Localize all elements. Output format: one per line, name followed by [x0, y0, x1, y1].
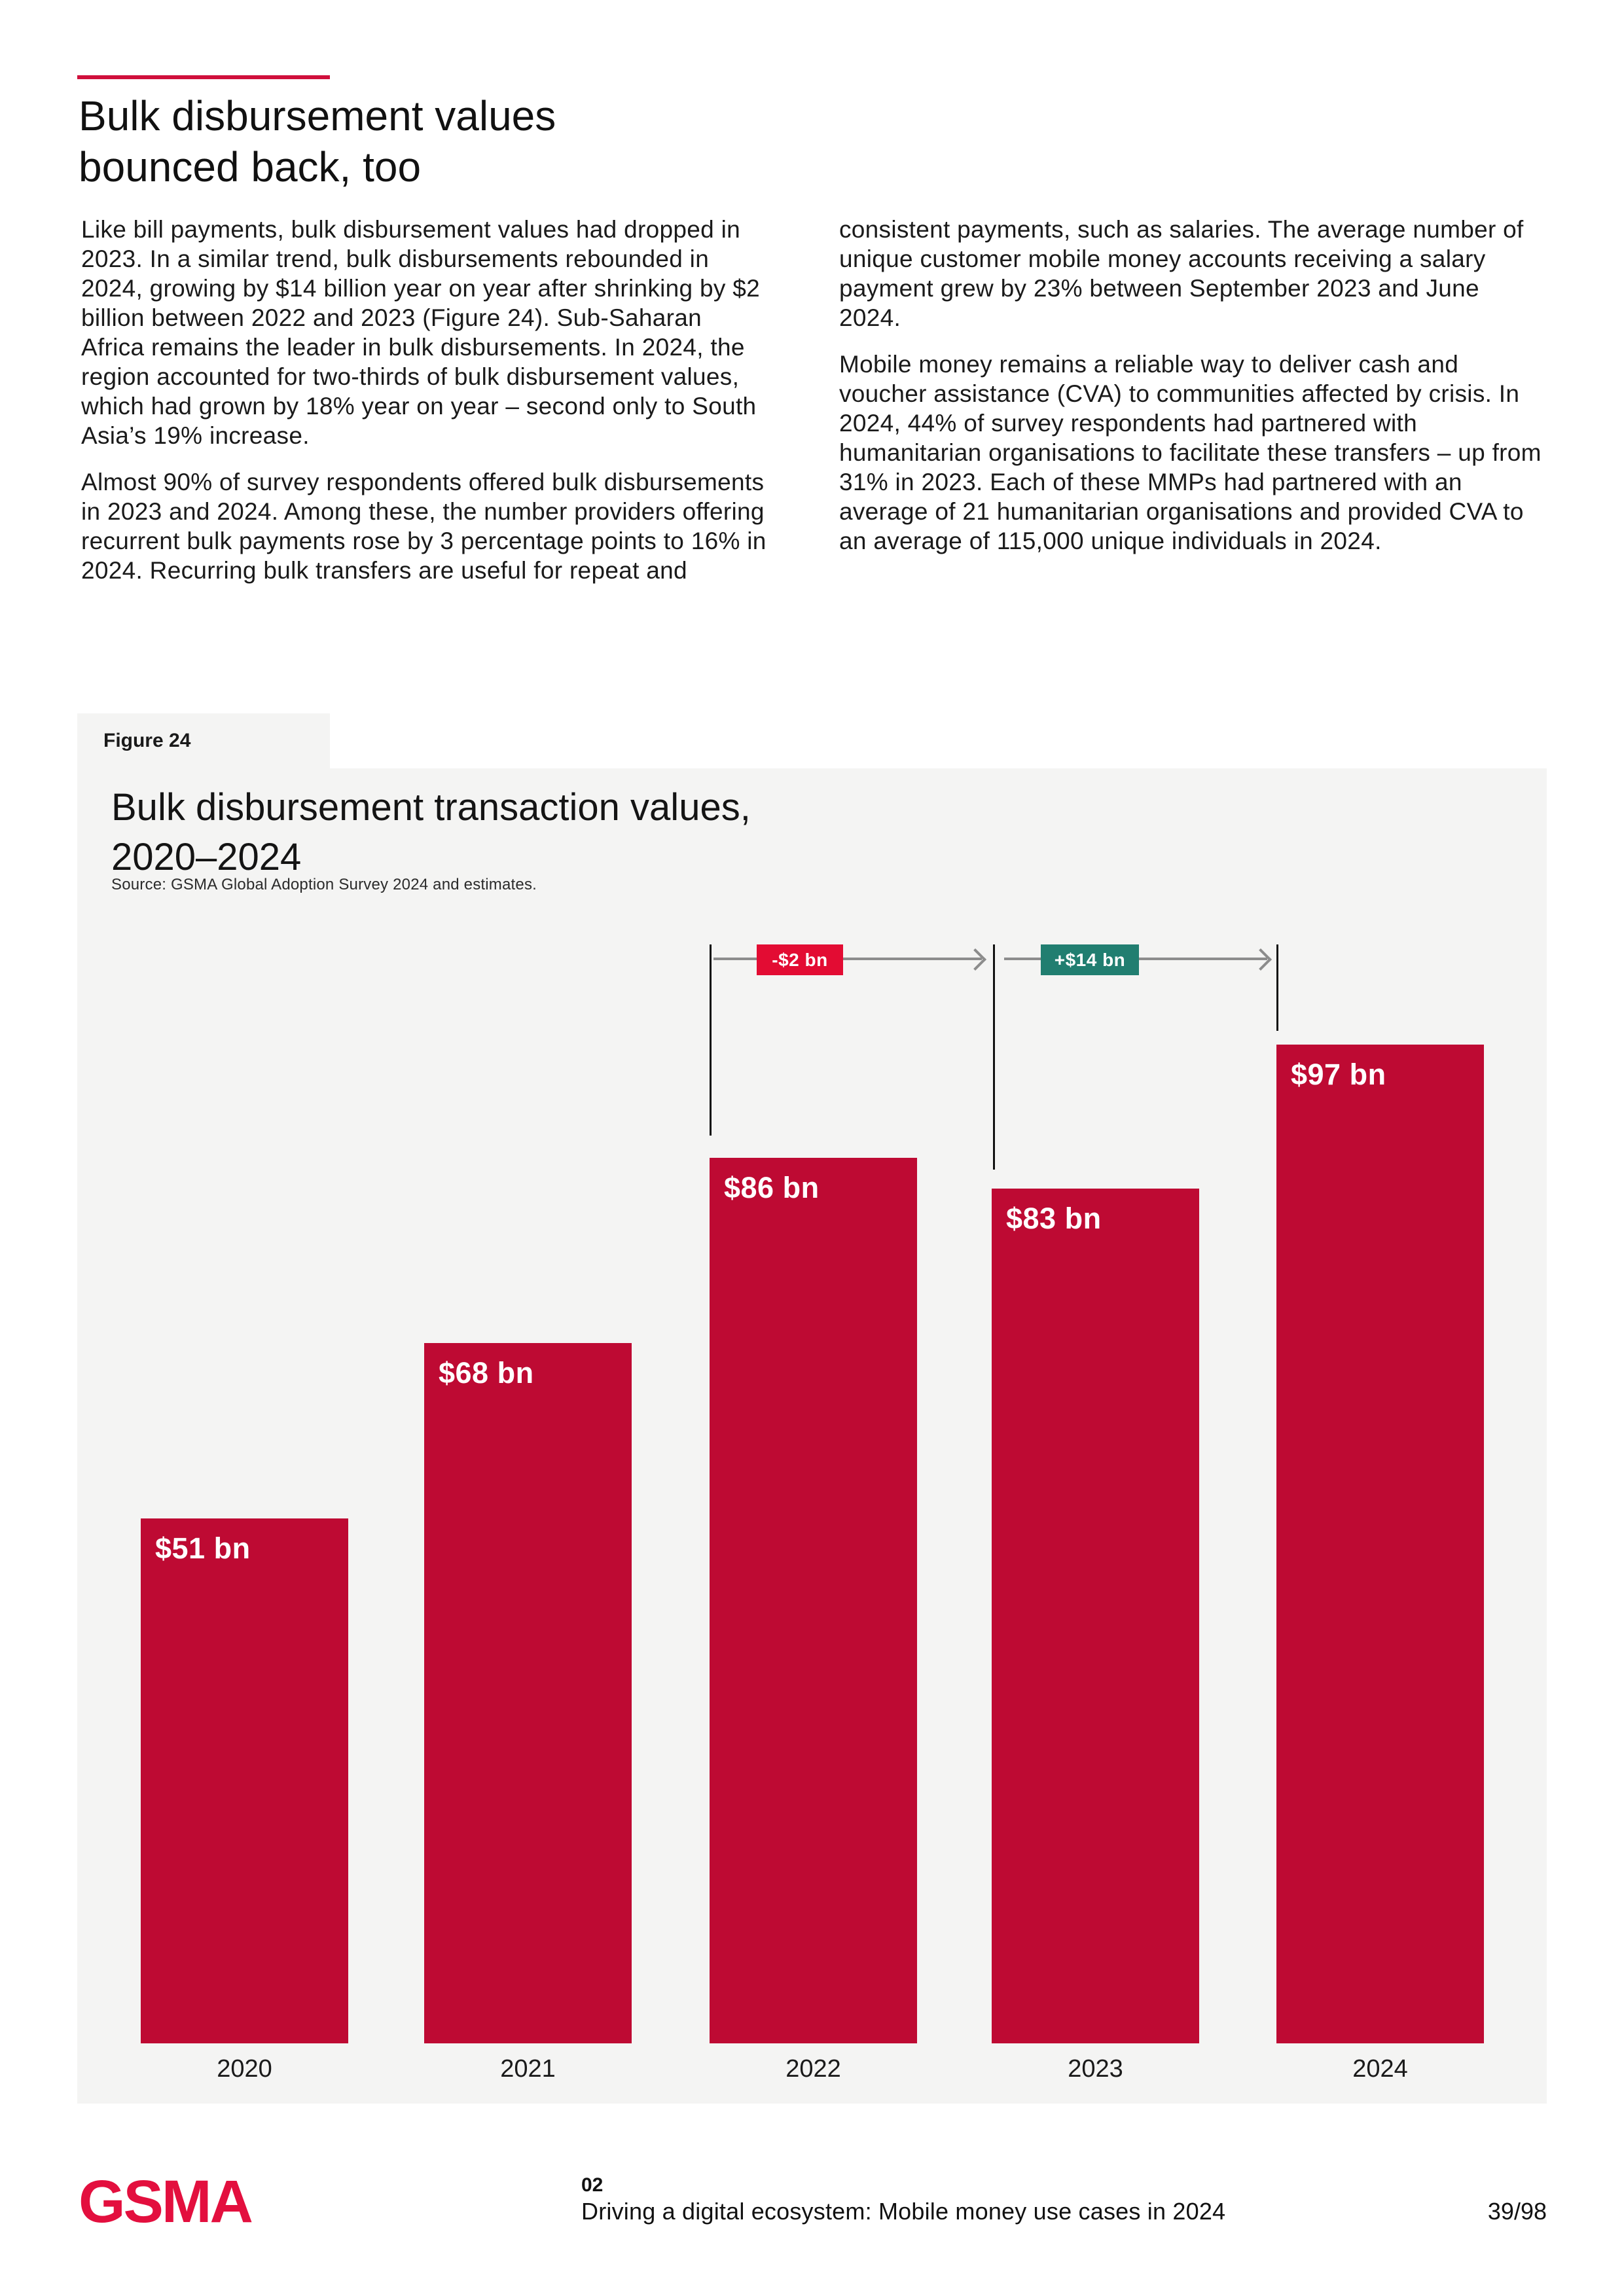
reference-line-2022: [710, 944, 712, 1136]
x-axis-label-2022: 2022: [785, 2055, 841, 2083]
chart-title: Bulk disbursement transaction values, 20…: [111, 783, 751, 882]
arrow-head-icon: [1250, 948, 1272, 971]
page-title-line2: bounced back, too: [79, 143, 422, 190]
paragraph: Mobile money remains a reliable way to d…: [839, 351, 1542, 554]
figure-label: Figure 24: [77, 713, 330, 768]
reference-line-2024: [1276, 944, 1278, 1031]
bar-2022: $86 bn: [710, 1158, 917, 2043]
bar-value-label: $83 bn: [1006, 1202, 1102, 1235]
bar-2020: $51 bn: [141, 1518, 348, 2043]
change-badge-negative: -$2 bn: [757, 944, 843, 975]
arrow-head-icon: [964, 948, 986, 971]
page-title: Bulk disbursement values bounced back, t…: [79, 90, 556, 192]
x-axis-label-2023: 2023: [1068, 2055, 1123, 2083]
reference-line-2023: [993, 944, 995, 1170]
footer-page-number: 39/98: [1487, 2198, 1547, 2225]
body-column-left: Like bill payments, bulk disbursement va…: [81, 215, 767, 602]
bar-2023: $83 bn: [992, 1189, 1199, 2043]
footer-chapter-number: 02: [581, 2174, 604, 2196]
paragraph: Almost 90% of survey respondents offered…: [81, 469, 767, 584]
x-axis-label-2020: 2020: [217, 2055, 272, 2083]
page-title-line1: Bulk disbursement values: [79, 92, 556, 139]
chart-title-line1: Bulk disbursement transaction values,: [111, 786, 751, 829]
title-accent-rule: [77, 75, 330, 79]
figure-label-text: Figure 24: [103, 730, 191, 751]
gsma-logo: GSMA: [79, 2168, 253, 2235]
arrow-2022-to-2023: [713, 958, 982, 960]
figure-24-chart: Bulk disbursement transaction values, 20…: [77, 768, 1547, 2104]
bar-value-label: $68 bn: [439, 1356, 534, 1390]
bar-value-label: $86 bn: [724, 1171, 820, 1204]
chart-source: Source: GSMA Global Adoption Survey 2024…: [111, 876, 537, 893]
bar-value-label: $51 bn: [155, 1532, 251, 1565]
bar-2021: $68 bn: [424, 1343, 632, 2043]
chart-title-line2: 2020–2024: [111, 836, 302, 878]
footer-document-title: Driving a digital ecosystem: Mobile mone…: [581, 2198, 1226, 2225]
change-badge-positive: +$14 bn: [1041, 944, 1139, 975]
paragraph: consistent payments, such as salaries. T…: [839, 216, 1524, 331]
body-column-right: consistent payments, such as salaries. T…: [839, 215, 1546, 573]
x-axis-label-2024: 2024: [1352, 2055, 1408, 2083]
bar-value-label: $97 bn: [1291, 1058, 1386, 1091]
x-axis-label-2021: 2021: [500, 2055, 556, 2083]
bar-2024: $97 bn: [1276, 1045, 1484, 2043]
paragraph: Like bill payments, bulk disbursement va…: [81, 216, 761, 449]
